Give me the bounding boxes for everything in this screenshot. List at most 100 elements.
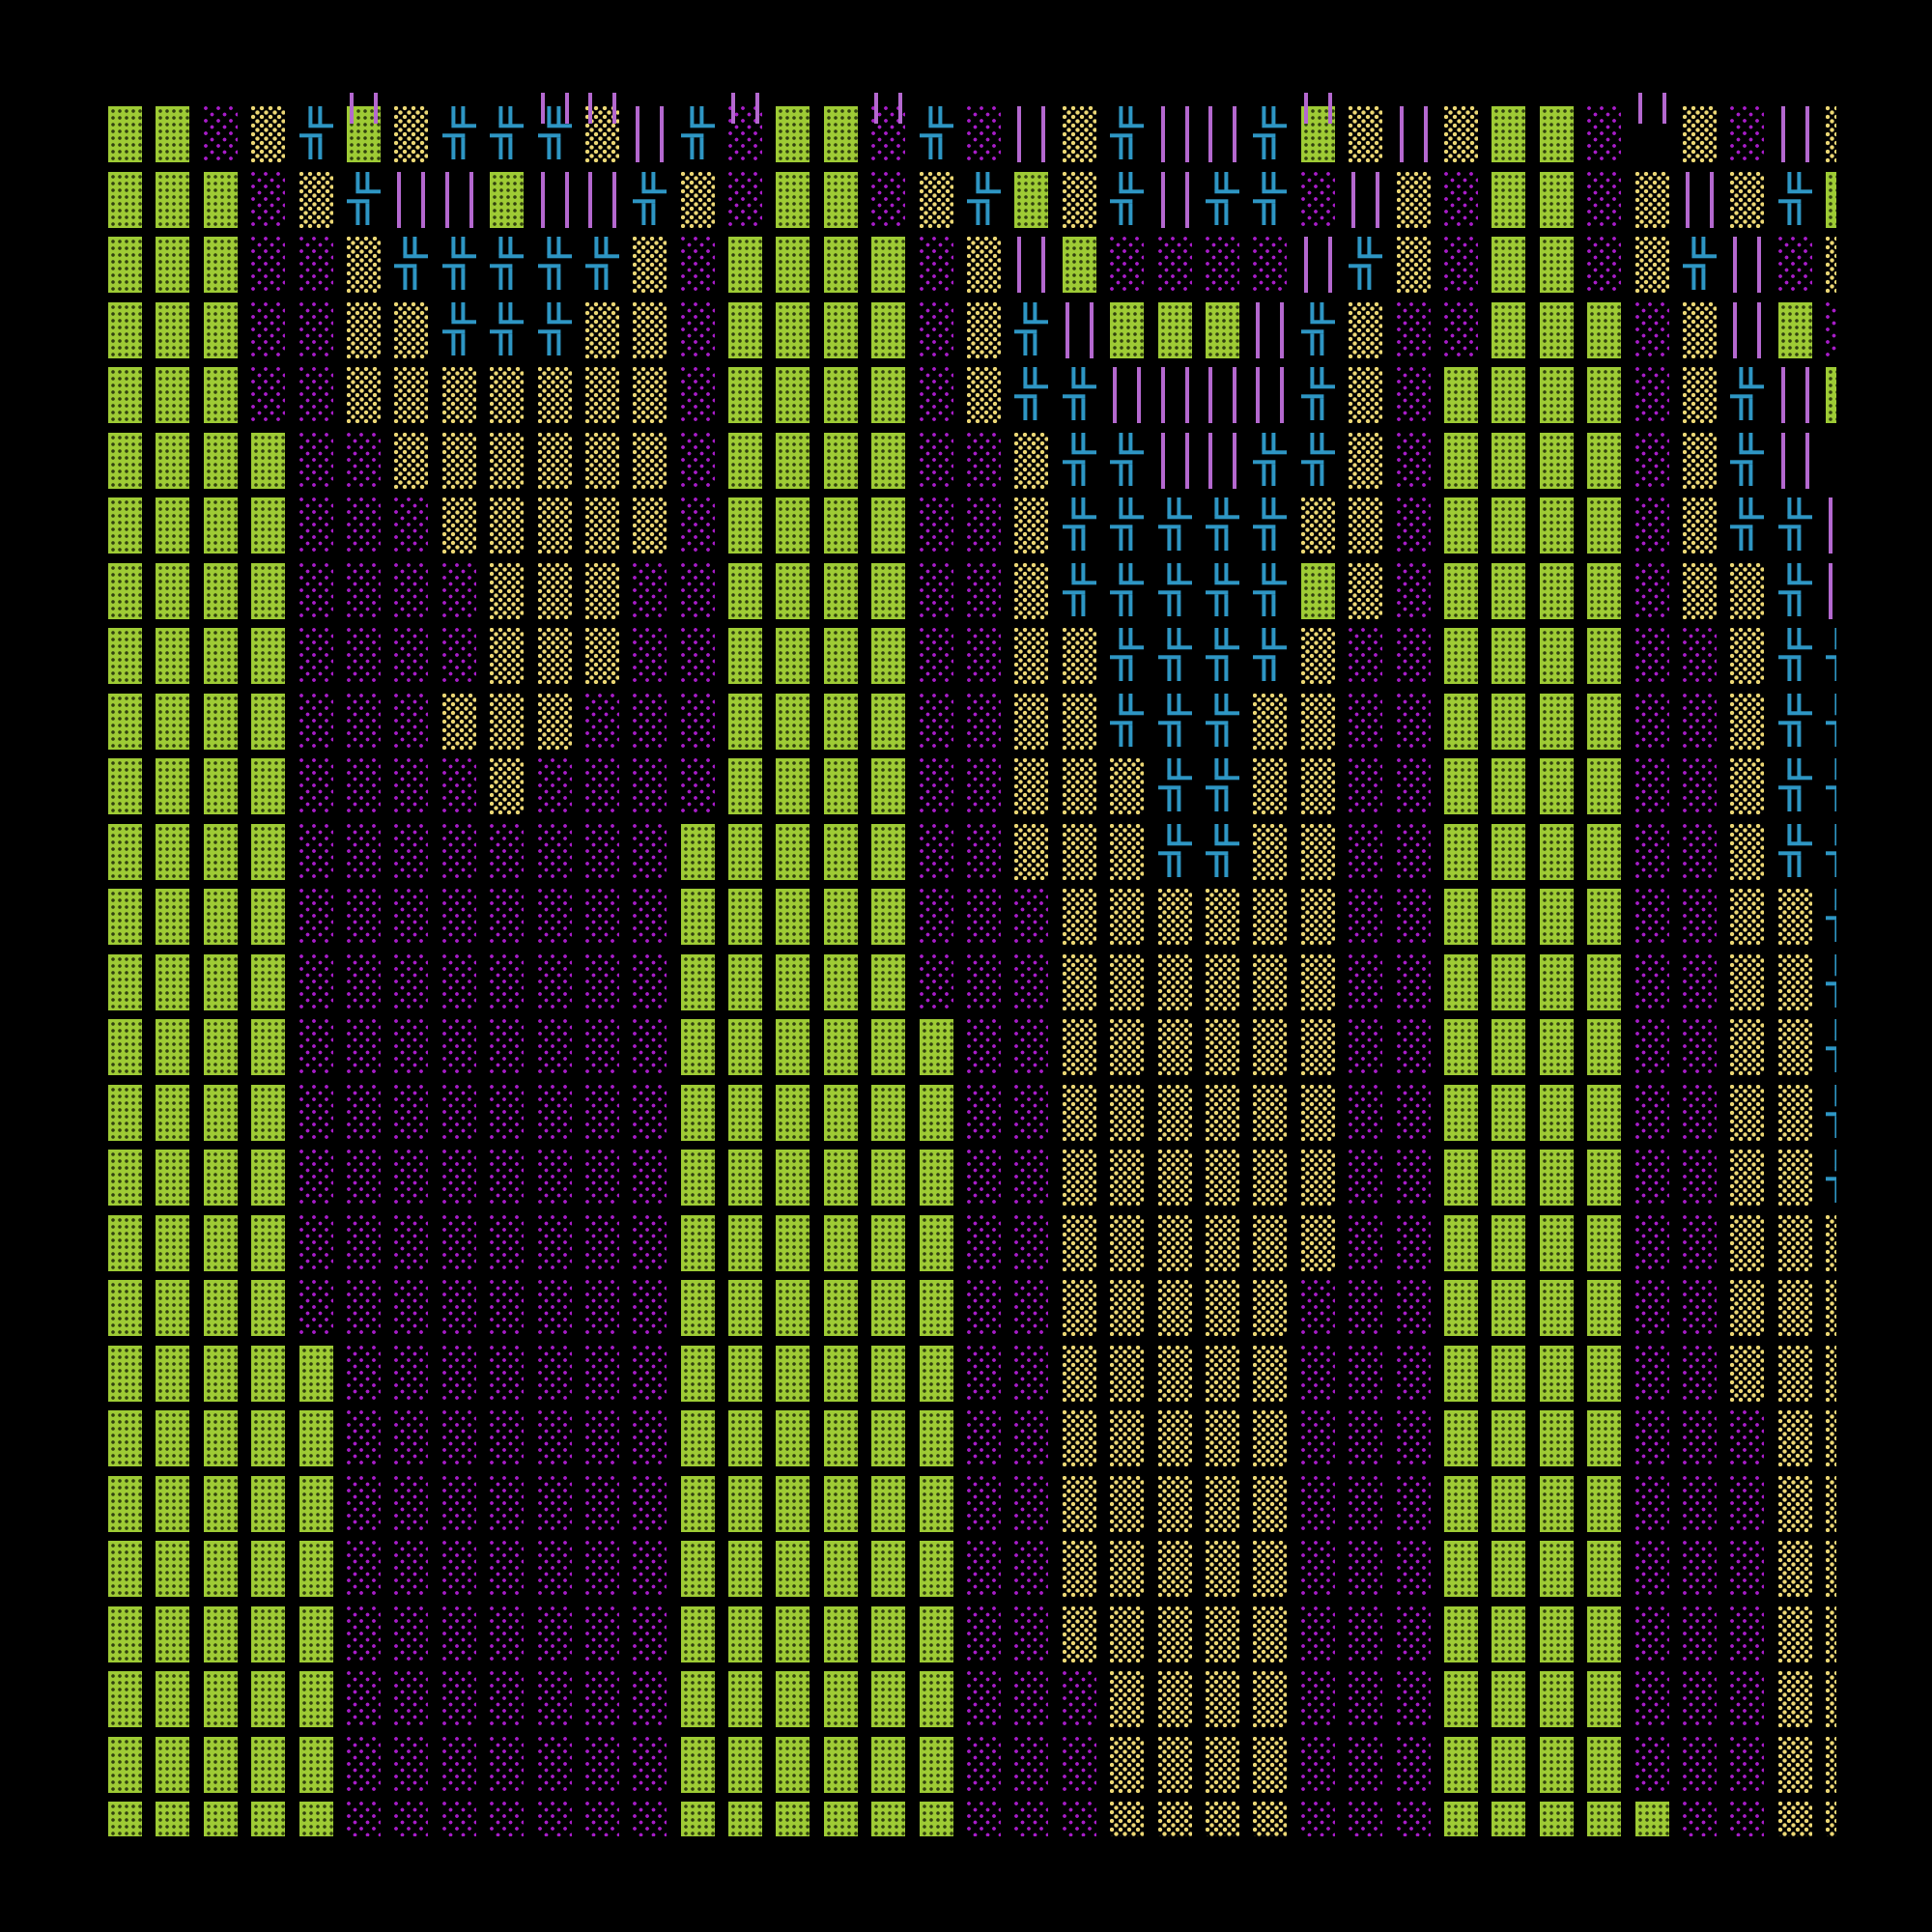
glyph-dots-purple: [1014, 1475, 1049, 1532]
glyph-block-green: [108, 497, 142, 554]
glyph-dots-yellow: [1826, 237, 1836, 293]
glyph-block-green: [251, 1280, 286, 1336]
glyph-block-green: [728, 1084, 763, 1141]
glyph-bar-stub-orchid: [374, 93, 378, 124]
glyph-block-green: [203, 1214, 238, 1271]
glyph-dots-yellow: [1014, 758, 1049, 814]
glyph-dots-yellow: [1777, 1214, 1812, 1271]
glyph-dots-purple: [346, 1410, 381, 1466]
glyph-dots-purple: [1634, 953, 1669, 1010]
glyph-block-green: [1587, 1671, 1622, 1727]
glyph-block-green: [298, 1475, 333, 1532]
glyph-block-green: [871, 1084, 906, 1141]
glyph-block-green: [871, 1736, 906, 1793]
glyph-dots-purple: [680, 237, 715, 293]
glyph-dots-yellow: [1253, 1019, 1288, 1075]
glyph-block-green: [108, 758, 142, 814]
glyph-dots-purple: [1682, 1410, 1717, 1466]
glyph-dots-purple: [1730, 1736, 1765, 1793]
glyph-dots-yellow: [1777, 1802, 1812, 1836]
glyph-block-green: [1492, 497, 1526, 554]
glyph-block-green: [156, 1214, 190, 1271]
glyph-dots-purple: [490, 1019, 525, 1075]
glyph-block-green: [1539, 1019, 1574, 1075]
glyph-bars-orchid: [1014, 237, 1049, 293]
glyph-dots-purple: [490, 1345, 525, 1402]
glyph-block-green: [1587, 823, 1622, 880]
glyph-dots-yellow: [490, 693, 525, 750]
glyph-dots-purple: [1634, 1671, 1669, 1727]
glyph-dots-yellow: [1110, 1084, 1145, 1141]
glyph-dots-purple: [633, 1084, 668, 1141]
glyph-block-green: [1492, 106, 1526, 162]
glyph-dots-yellow: [1062, 106, 1096, 162]
glyph-dots-yellow: [1157, 1475, 1192, 1532]
glyph-cross-blue: [1730, 497, 1765, 554]
glyph-dots-purple: [584, 758, 619, 814]
glyph-dots-purple: [441, 1736, 476, 1793]
glyph-dots-purple: [1349, 889, 1383, 945]
glyph-dots-purple: [298, 758, 333, 814]
glyph-block-green: [680, 1150, 715, 1206]
glyph-dots-purple: [633, 1019, 668, 1075]
glyph-dots-purple: [584, 1019, 619, 1075]
glyph-block-green: [776, 301, 810, 358]
glyph-block-green: [919, 1345, 953, 1402]
glyph-block-green: [823, 1019, 858, 1075]
glyph-dots-purple: [490, 953, 525, 1010]
glyph-dots-purple: [346, 1802, 381, 1836]
glyph-dots-purple: [1396, 301, 1431, 358]
glyph-block-green: [251, 1475, 286, 1532]
glyph-block-green: [1492, 1019, 1526, 1075]
glyph-block-green: [1110, 301, 1145, 358]
glyph-dots-purple: [1014, 889, 1049, 945]
glyph-dots-yellow: [1777, 1345, 1812, 1402]
glyph-dots-purple: [584, 1345, 619, 1402]
glyph-block-green: [871, 628, 906, 684]
glyph-dots-yellow: [490, 628, 525, 684]
glyph-block-green: [1539, 1671, 1574, 1727]
glyph-cross-blue: [537, 301, 572, 358]
glyph-block-green: [156, 1084, 190, 1141]
glyph-dots-purple: [584, 1150, 619, 1206]
glyph-block-green: [680, 1605, 715, 1662]
glyph-dots-purple: [1634, 1019, 1669, 1075]
glyph-dots-purple: [919, 693, 953, 750]
glyph-block-green: [490, 171, 525, 228]
glyph-dots-yellow: [346, 367, 381, 423]
glyph-bars-orchid: [1157, 106, 1192, 162]
glyph-block-green: [1443, 1150, 1478, 1206]
glyph-block-green: [251, 497, 286, 554]
glyph-block-green: [156, 1802, 190, 1836]
glyph-block-green: [1443, 562, 1478, 619]
glyph-dots-purple: [633, 1736, 668, 1793]
glyph-dots-yellow: [537, 562, 572, 619]
glyph-cross-blue: [1300, 301, 1335, 358]
glyph-block-green: [203, 1541, 238, 1597]
glyph-block-green: [156, 237, 190, 293]
glyph-dots-purple: [633, 823, 668, 880]
glyph-block-green: [251, 823, 286, 880]
glyph-block-green: [203, 1671, 238, 1727]
glyph-dots-purple: [251, 301, 286, 358]
glyph-cross-blue: [1826, 889, 1836, 945]
glyph-block-green: [1539, 1345, 1574, 1402]
glyph-dots-yellow: [537, 628, 572, 684]
glyph-bars-orchid: [1110, 367, 1145, 423]
glyph-dots-purple: [1349, 953, 1383, 1010]
glyph-dots-purple: [680, 628, 715, 684]
glyph-dots-purple: [394, 1150, 429, 1206]
glyph-dots-yellow: [1062, 1280, 1096, 1336]
glyph-block-green: [108, 171, 142, 228]
glyph-cross-blue: [1014, 367, 1049, 423]
glyph-block-green: [776, 367, 810, 423]
glyph-block-green: [871, 367, 906, 423]
glyph-dots-yellow: [1300, 758, 1335, 814]
glyph-dots-purple: [1396, 1280, 1431, 1336]
glyph-dots-purple: [919, 628, 953, 684]
glyph-dots-purple: [298, 889, 333, 945]
glyph-dots-yellow: [490, 432, 525, 489]
glyph-dots-yellow: [1300, 497, 1335, 554]
glyph-block-green: [1443, 1019, 1478, 1075]
glyph-dots-purple: [1682, 693, 1717, 750]
